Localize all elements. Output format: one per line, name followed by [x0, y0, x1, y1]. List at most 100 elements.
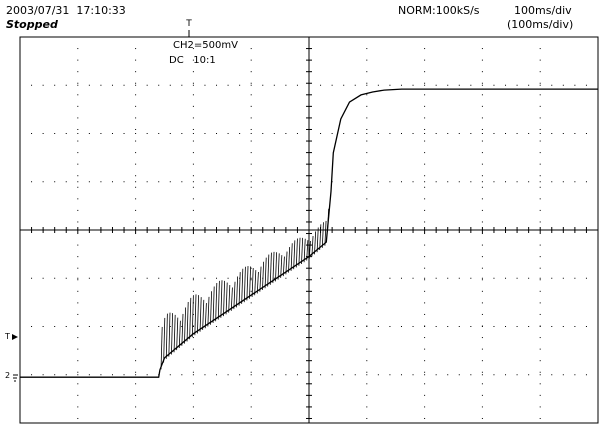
grid-dot	[135, 152, 137, 154]
grid-dot	[562, 181, 564, 183]
trace-spike	[275, 252, 278, 282]
grid-dot	[539, 84, 541, 86]
grid-dot	[424, 186, 426, 188]
grid-dot	[354, 374, 356, 376]
grid-dot	[400, 326, 402, 327]
grid-dot	[516, 326, 518, 327]
grid-dot	[169, 84, 171, 86]
grid-dot	[192, 59, 194, 61]
grid-dot	[250, 221, 252, 223]
grid-dot	[239, 374, 241, 376]
grid-dot	[424, 82, 426, 84]
grid-dot	[192, 140, 194, 142]
grid-dot	[424, 140, 426, 142]
grid-dot	[377, 133, 379, 134]
grid-dot	[77, 371, 79, 373]
grid-dot	[250, 290, 252, 292]
grid-dot	[135, 140, 137, 142]
grid-dot	[31, 374, 33, 376]
grid-dot	[366, 302, 368, 304]
grid-dot	[551, 277, 553, 279]
grid-dot	[470, 326, 472, 327]
grid-dot	[262, 181, 264, 183]
grid-dot	[435, 374, 437, 376]
trace-spike	[251, 267, 254, 297]
grid-dot	[146, 326, 148, 327]
grid-dot	[111, 84, 113, 86]
grid-dot	[88, 326, 90, 327]
grid-dot	[135, 279, 137, 281]
grid-dot	[481, 256, 483, 258]
grid-dot	[343, 133, 345, 134]
grid-dot	[470, 181, 472, 183]
grid-dot	[493, 181, 495, 183]
grid-dot	[77, 256, 79, 258]
grid-dot	[481, 117, 483, 119]
grid-dot	[481, 181, 483, 183]
grid-dot	[192, 186, 194, 188]
grid-dot	[424, 175, 426, 177]
grid-dot	[123, 277, 125, 279]
trace-spike	[288, 247, 291, 273]
grid-dot	[77, 244, 79, 246]
grid-dot	[597, 374, 599, 376]
trace-spike	[259, 266, 262, 292]
grid-dot	[597, 181, 599, 183]
grid-dot	[135, 163, 137, 165]
grid-dot	[331, 133, 333, 134]
grid-dot	[250, 133, 252, 134]
grid-dot	[331, 84, 333, 86]
grid-dot	[539, 417, 541, 419]
grid-dot	[389, 133, 391, 134]
grid-dot	[389, 326, 391, 327]
grid-dot	[135, 277, 137, 279]
grid-dot	[539, 267, 541, 269]
grid-dot	[135, 290, 137, 292]
grid-dot	[424, 209, 426, 211]
grid-dot	[54, 133, 56, 134]
grid-dot	[111, 133, 113, 134]
grid-dot	[250, 277, 252, 279]
grid-dot	[77, 175, 79, 177]
grid-dot	[481, 94, 483, 96]
grid-dot	[424, 374, 426, 376]
grid-dot	[181, 374, 183, 376]
trace-spike	[321, 222, 324, 248]
grid-dot	[273, 326, 275, 327]
grid-dot	[77, 152, 79, 154]
grid-dot	[31, 326, 33, 327]
grid-dot	[458, 84, 460, 86]
grid-dot	[135, 394, 137, 396]
grid-dot	[331, 374, 333, 376]
grid-dot	[366, 84, 368, 86]
grid-dot	[458, 181, 460, 183]
grid-dot	[77, 302, 79, 304]
grid-dot	[447, 277, 449, 279]
grid-dot	[505, 374, 507, 376]
grid-dot	[250, 117, 252, 119]
grid-dot	[31, 277, 33, 279]
grid-dot	[424, 198, 426, 200]
grid-dot	[250, 279, 252, 281]
grid-dot	[424, 94, 426, 96]
grid-dot	[42, 133, 44, 134]
grid-dot	[481, 417, 483, 419]
trace-spike	[204, 303, 207, 329]
grid-dot	[574, 326, 576, 327]
trigger-position-label: T	[185, 19, 192, 29]
grid-dot	[181, 326, 183, 327]
grid-dot	[54, 374, 56, 376]
acquisition-mode: NORM:100kS/s	[398, 4, 480, 17]
grid-dot	[539, 371, 541, 373]
grid-dot	[400, 133, 402, 134]
grid-dot	[65, 374, 67, 376]
grid-dot	[505, 277, 507, 279]
grid-dot	[88, 374, 90, 376]
grid-dot	[135, 209, 137, 211]
grid-dot	[77, 348, 79, 350]
grid-dot	[424, 48, 426, 50]
grid-dot	[250, 82, 252, 84]
grid-dot	[412, 277, 414, 279]
grid-dot	[135, 128, 137, 130]
